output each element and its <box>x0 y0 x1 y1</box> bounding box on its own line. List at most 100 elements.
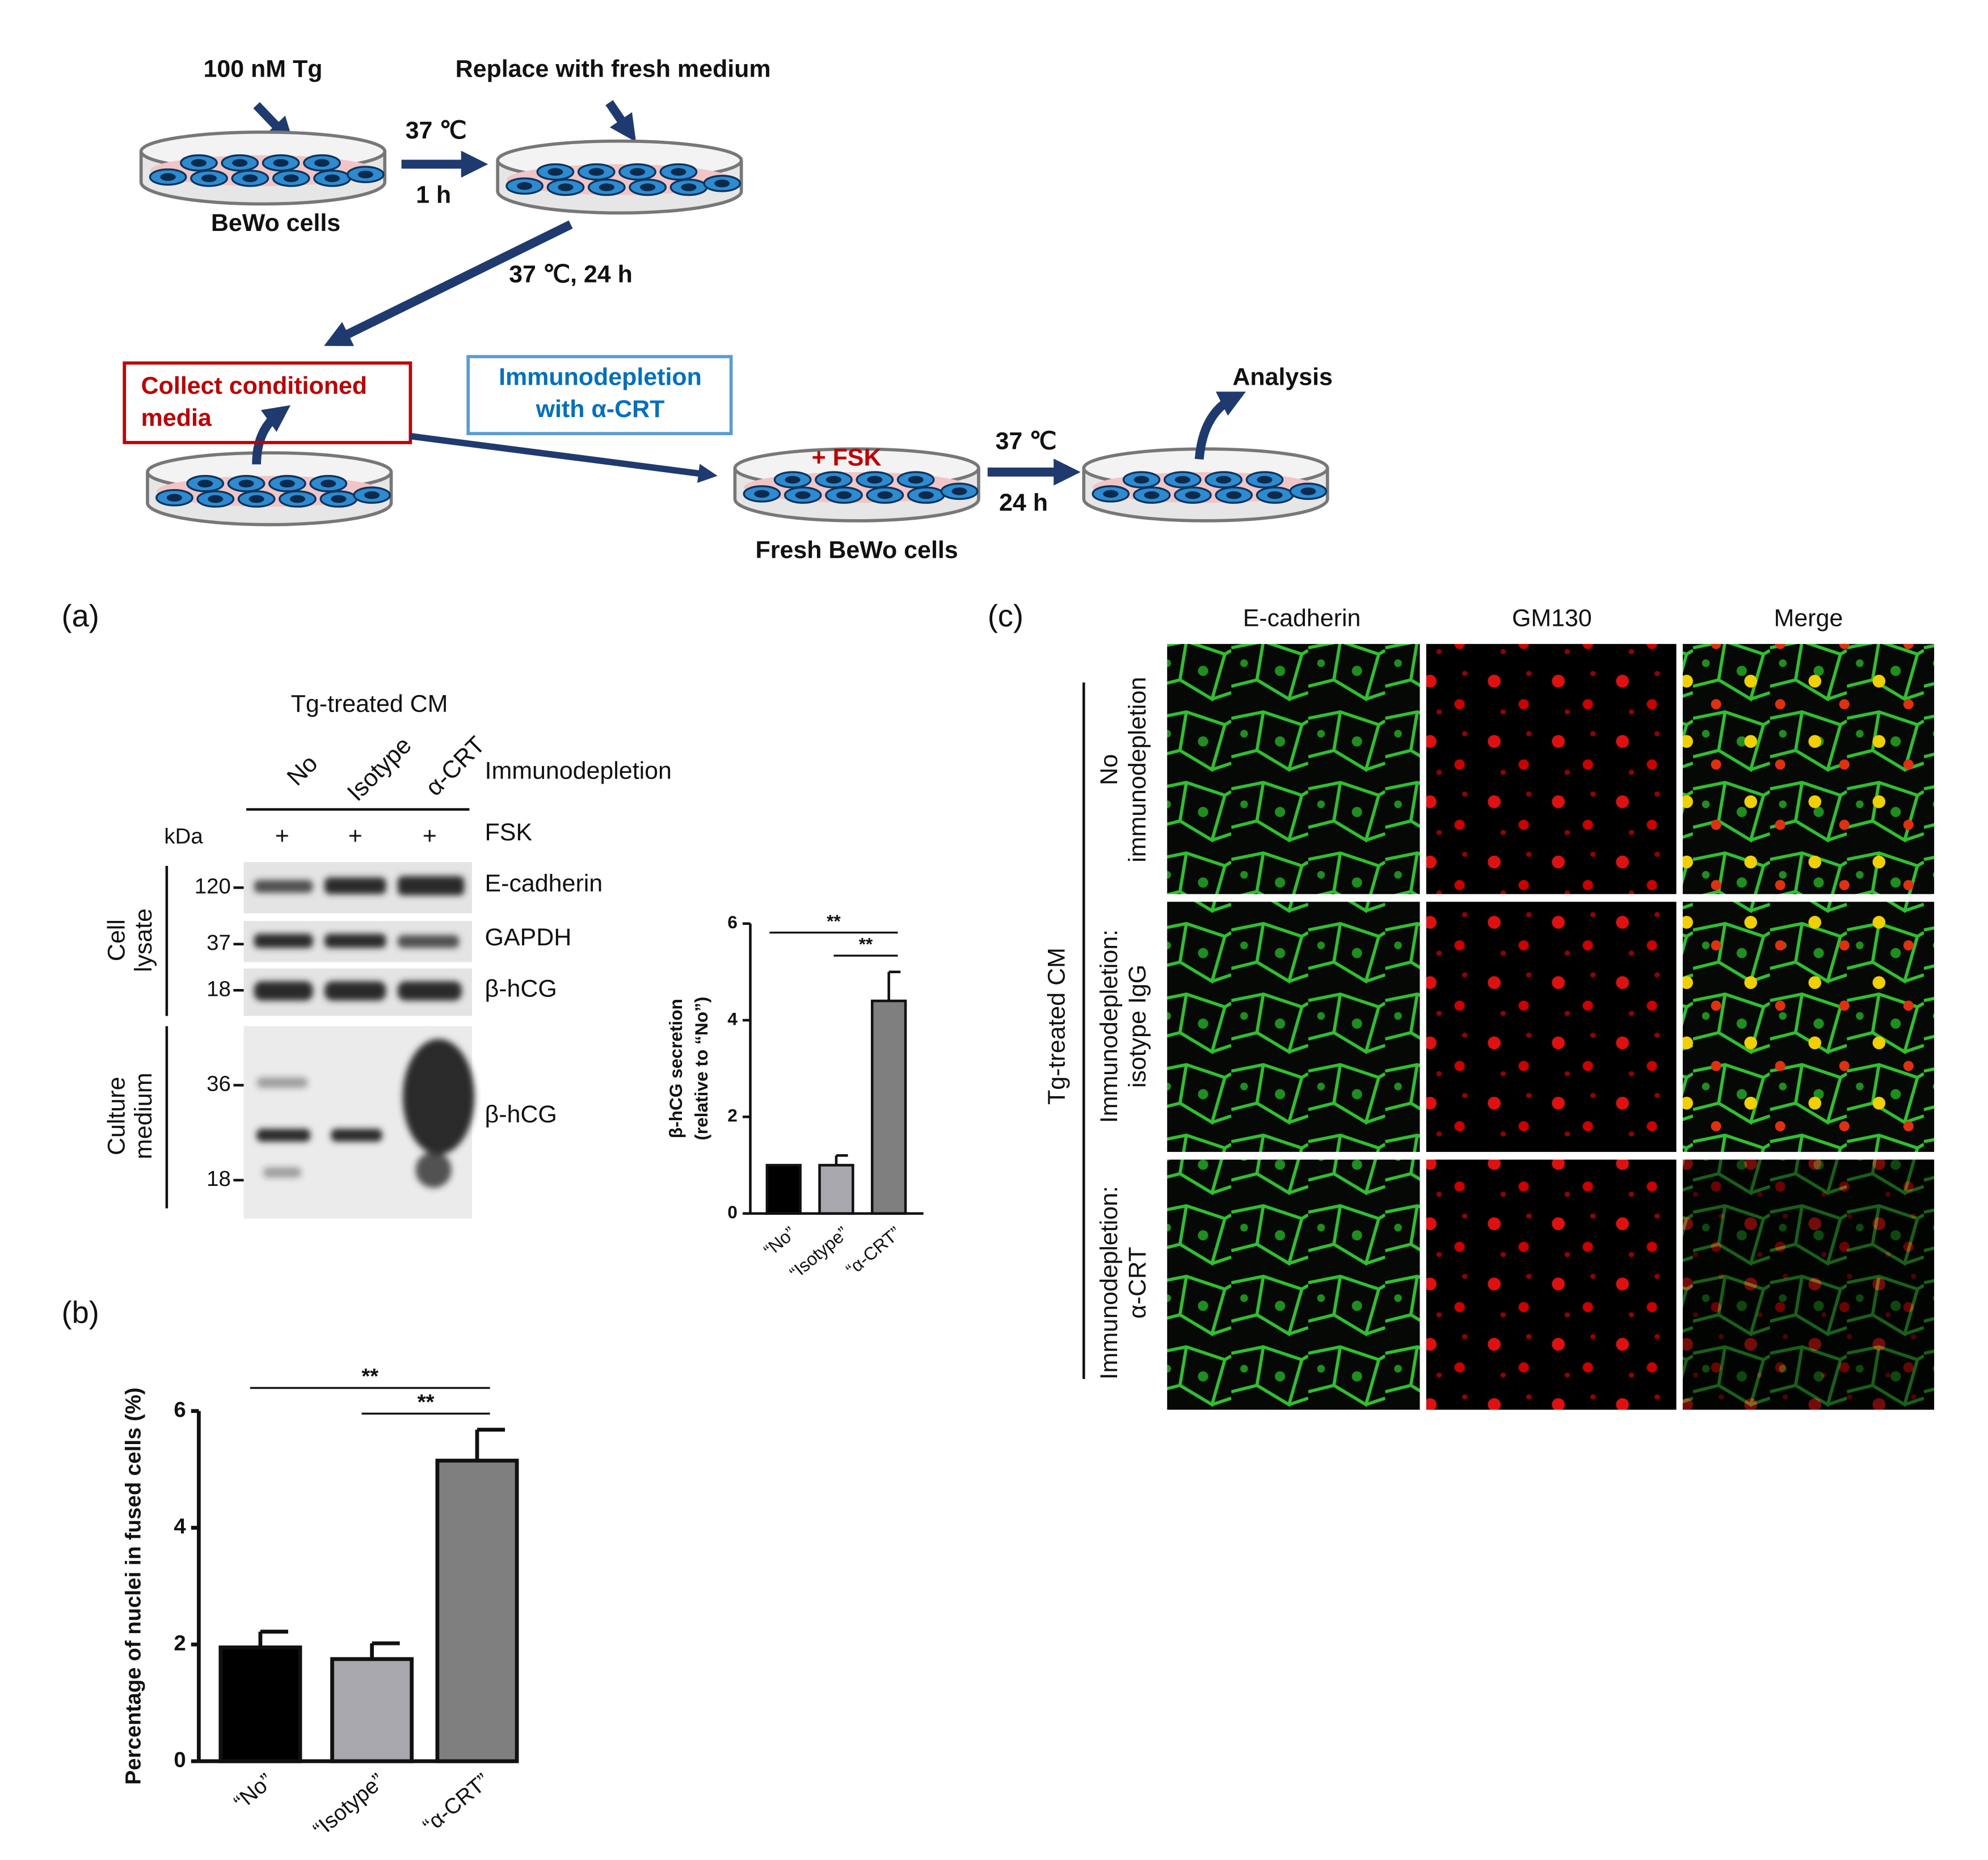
bar <box>435 1458 519 1764</box>
scheme-text: 24 h <box>999 489 1048 516</box>
x-tick-label: “No” <box>760 1222 799 1260</box>
scheme-text: + FSK <box>812 444 882 472</box>
significance-label: ** <box>418 1390 435 1414</box>
image <box>1167 902 1420 1152</box>
group-label: Tg-treated CM <box>1043 948 1070 1105</box>
fsk-sign: + <box>423 823 437 850</box>
arrow <box>605 100 637 142</box>
dish <box>148 453 391 525</box>
x-tick-label: “α-CRT” <box>842 1222 905 1280</box>
y-tick-label: 0 <box>174 1748 186 1772</box>
row-label: Immunodepletion: <box>1096 1186 1123 1379</box>
significance-label: ** <box>859 933 873 954</box>
image <box>1167 643 1420 894</box>
x-tick-label: “Isotype” <box>786 1222 852 1283</box>
dish <box>498 141 742 213</box>
marker-label: 18 <box>207 1167 231 1191</box>
image <box>1426 643 1677 894</box>
microscopy: (c) E-cadherin GM130 Merge No immunodepl… <box>988 599 1935 1410</box>
group-label: lysate <box>130 908 157 972</box>
row-label: β-hCG <box>485 1101 557 1128</box>
x-tick-label: “No” <box>229 1769 277 1815</box>
y-tick-label: 6 <box>727 912 738 932</box>
marker-label: 120 <box>195 874 231 899</box>
scheme-text: 1 h <box>416 181 451 208</box>
scheme-text: 37 ℃ <box>406 117 467 144</box>
bar <box>330 1657 414 1764</box>
bar <box>870 999 907 1215</box>
row-label: No <box>1096 754 1123 785</box>
scheme-text: Analysis <box>1232 363 1333 390</box>
marker-label: 36 <box>207 1072 231 1096</box>
scheme-text: 37 ℃, 24 h <box>509 260 633 288</box>
image <box>1426 1159 1677 1410</box>
fsk-sign: + <box>348 823 363 850</box>
scheme-text: BeWo cells <box>211 209 340 237</box>
arrow <box>1194 392 1246 460</box>
y-axis-label: (relative to “No”) <box>691 997 711 1141</box>
blot-label: Immunodepletion <box>485 757 672 784</box>
row-label: GAPDH <box>485 924 572 951</box>
bands <box>254 876 475 1188</box>
image <box>1682 643 1935 894</box>
bar <box>818 1164 854 1215</box>
scheme-text: Collect conditioned <box>141 372 367 399</box>
scheme: 100 nM Tg BeWo cells 37 ℃ 1 h Replace wi… <box>123 56 1333 563</box>
group-label: Culture <box>103 1077 130 1155</box>
y-axis-label: Percentage of nuclei in fused cells (%) <box>121 1387 146 1785</box>
y-tick-label: 2 <box>174 1631 186 1655</box>
row-label: E-cadherin <box>485 870 603 897</box>
image <box>1682 902 1935 1152</box>
arrow <box>252 405 291 465</box>
y-tick-label: 2 <box>727 1105 738 1126</box>
column-label: Merge <box>1774 604 1843 632</box>
marker-label: 37 <box>207 931 231 955</box>
y-tick-label: 4 <box>727 1008 738 1029</box>
lane-label: No <box>282 750 323 791</box>
y-tick-label: 4 <box>174 1514 186 1539</box>
panel-label: (c) <box>988 599 1024 633</box>
y-tick-label: 0 <box>727 1202 738 1222</box>
blot-group-label: Tg-treated CM <box>291 691 448 718</box>
y-tick-label: 6 <box>174 1398 186 1422</box>
blot-label: FSK <box>485 819 533 846</box>
panel-label: (b) <box>62 1296 99 1330</box>
column-label: GM130 <box>1512 604 1592 632</box>
fsk-sign: + <box>275 823 289 850</box>
scheme-text: Immunodepletion <box>499 363 702 390</box>
scheme-text: Fresh BeWo cells <box>756 536 958 563</box>
dish <box>1084 449 1328 521</box>
column-label: E-cadherin <box>1243 604 1361 632</box>
scheme-text: 37 ℃ <box>996 427 1057 455</box>
box <box>466 355 733 435</box>
group-label: medium <box>130 1072 157 1159</box>
significance-label: ** <box>361 1364 378 1388</box>
panel-label: (a) <box>62 599 99 633</box>
significance-label: ** <box>827 911 841 931</box>
lane-label: α-CRT <box>420 731 490 801</box>
x-tick-label: “Isotype” <box>309 1769 389 1842</box>
row-label: isotype IgG <box>1124 965 1151 1088</box>
image <box>1682 1159 1935 1410</box>
marker-label: 18 <box>207 977 231 1001</box>
row-label: immunodepletion <box>1124 677 1151 862</box>
blot-label: kDa <box>164 824 203 848</box>
marker-ticks <box>165 865 244 1209</box>
x-tick-label: “α-CRT” <box>418 1769 494 1838</box>
row-label: β-hCG <box>485 975 557 1003</box>
lane-label: Isotype <box>342 731 417 806</box>
y-axis-label: β-hCG secretion <box>666 999 686 1138</box>
dish <box>141 132 385 204</box>
scheme-text: 100 nM Tg <box>203 56 322 83</box>
bar <box>218 1645 302 1764</box>
image <box>1167 1159 1420 1410</box>
scheme-text: media <box>141 405 212 432</box>
arrow <box>410 433 718 483</box>
group-label: Cell <box>103 919 130 961</box>
row-label: Immunodepletion: <box>1096 929 1123 1123</box>
arrow <box>253 102 294 145</box>
image <box>1426 902 1677 1152</box>
box <box>123 361 412 444</box>
